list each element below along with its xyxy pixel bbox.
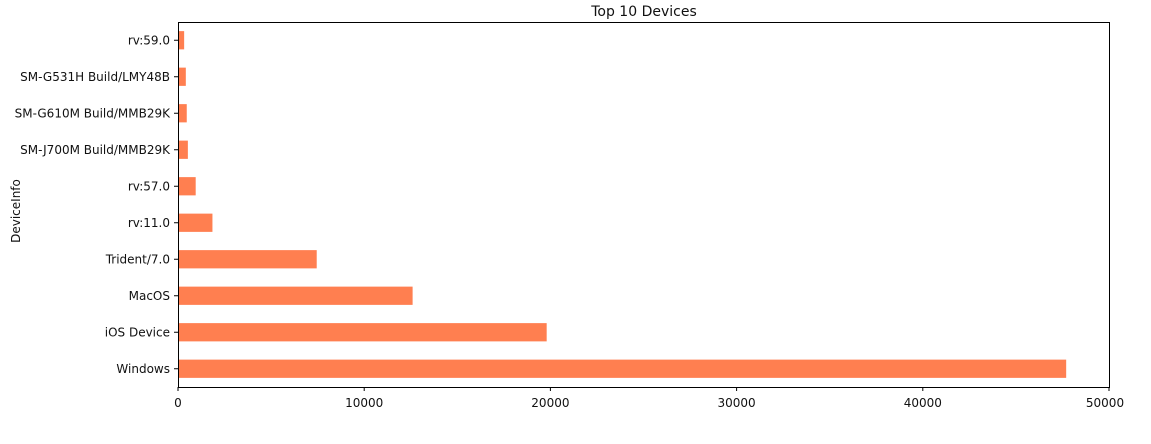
y-tick-label: iOS Device xyxy=(105,325,170,339)
x-tick-label: 0 xyxy=(174,396,182,410)
bar-3 xyxy=(178,250,317,269)
plot-frame xyxy=(178,22,1110,388)
x-tick-label: 20000 xyxy=(531,396,569,410)
x-tick-label: 10000 xyxy=(345,396,383,410)
x-ticks-group: 0 10000 20000 30000 40000 50000 xyxy=(174,387,1124,410)
bar-9 xyxy=(178,31,185,50)
bar-5 xyxy=(178,177,196,196)
y-axis-label: DeviceInfo xyxy=(9,179,23,243)
y-tick-label: SM-J700M Build/MMB29K xyxy=(20,143,171,157)
y-tick-label: SM-G531H Build/LMY48B xyxy=(20,70,170,84)
y-ticks-group: Windows iOS Device MacOS Trident/7.0 rv:11.0… xyxy=(15,33,178,376)
y-tick-label: Windows xyxy=(116,362,170,376)
bars-group xyxy=(178,31,1067,378)
bar-7 xyxy=(178,104,187,123)
bar-2 xyxy=(178,286,413,305)
y-tick-label: SM-G610M Build/MMB29K xyxy=(15,106,171,120)
y-tick-label: rv:59.0 xyxy=(128,33,170,47)
bar-6 xyxy=(178,140,188,159)
x-tick-label: 50000 xyxy=(1086,396,1124,410)
y-tick-label: MacOS xyxy=(129,289,170,303)
bar-8 xyxy=(178,67,186,86)
x-tick-label: 30000 xyxy=(718,396,756,410)
bar-4 xyxy=(178,213,213,232)
chart-title: Top 10 Devices xyxy=(590,4,697,20)
bar-0 xyxy=(178,359,1067,378)
bar-1 xyxy=(178,323,547,342)
y-tick-label: rv:11.0 xyxy=(128,216,170,230)
y-tick-label: rv:57.0 xyxy=(128,179,170,193)
x-tick-label: 40000 xyxy=(904,396,942,410)
y-tick-label: Trident/7.0 xyxy=(105,252,170,266)
